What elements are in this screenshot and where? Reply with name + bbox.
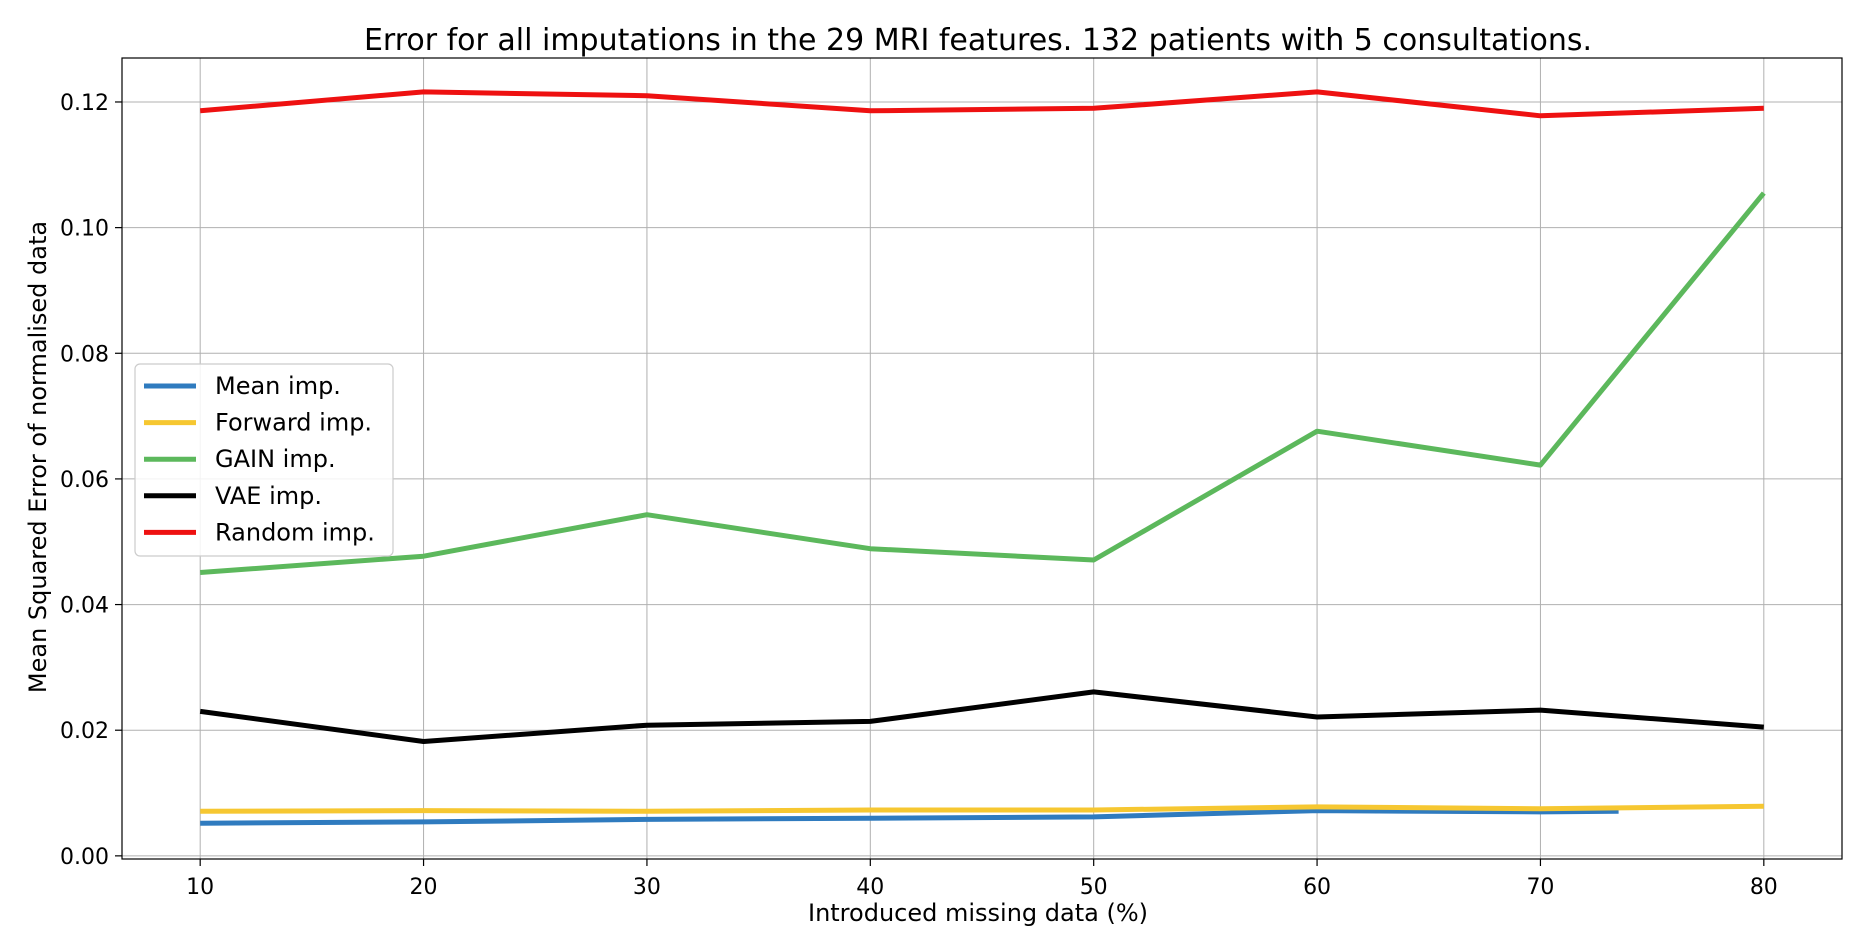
x-tick-label: 20 <box>410 875 438 900</box>
series-line-vae-imp <box>199 689 1764 744</box>
legend-label: VAE imp. <box>215 482 322 510</box>
y-tick-label: 0.08 <box>60 342 109 367</box>
legend-label: Random imp. <box>215 518 375 546</box>
y-tick-label: 0.02 <box>60 719 109 744</box>
x-tick-label: 70 <box>1526 875 1554 900</box>
x-tick-label: 60 <box>1303 875 1331 900</box>
legend-label: Forward imp. <box>215 409 372 437</box>
series-line-random-imp <box>199 89 1764 119</box>
series-line-mean-imp <box>200 808 1619 826</box>
series-line-gain-imp <box>200 191 1766 575</box>
grid <box>122 58 1842 859</box>
legend-box <box>134 363 394 557</box>
x-axis: 10 20 30 40 50 60 70 80 <box>186 859 1778 900</box>
x-tick-label: 30 <box>633 875 661 900</box>
plot-frame <box>121 57 1843 860</box>
chart-title: Error for all imputations in the 29 MRI … <box>364 23 1592 58</box>
x-axis-label: Introduced missing data (%) <box>808 899 1148 927</box>
series-line-forward-imp <box>200 803 1764 814</box>
legend: Mean imp. Forward imp. GAIN imp. VAE imp. Ra… <box>134 363 394 557</box>
x-tick-label: 40 <box>856 875 884 900</box>
x-tick-label: 50 <box>1080 875 1108 900</box>
x-tick-label: 80 <box>1750 875 1778 900</box>
y-axis: 0.00 0.02 0.04 0.06 0.08 0.10 0.12 <box>60 91 122 870</box>
y-tick-label: 0.12 <box>60 91 109 116</box>
y-axis-label: Mean Squared Error of normalised data <box>24 221 52 693</box>
y-tick-label: 0.04 <box>60 594 109 619</box>
legend-label: GAIN imp. <box>215 445 336 473</box>
x-tick-label: 10 <box>186 875 214 900</box>
y-tick-label: 0.10 <box>60 217 109 242</box>
legend-label: Mean imp. <box>215 372 341 400</box>
y-tick-label: 0.06 <box>60 468 109 493</box>
series-lines <box>199 89 1766 826</box>
y-tick-label: 0.00 <box>60 845 109 870</box>
